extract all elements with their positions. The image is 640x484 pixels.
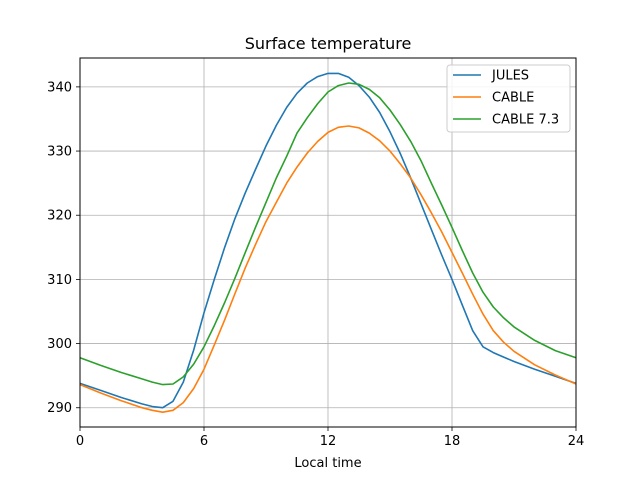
x-tick-label: 12 [320,434,337,449]
x-tick-label: 24 [568,434,585,449]
x-tick-label: 6 [200,434,208,449]
y-tick-label: 320 [47,209,72,224]
series-line-cable [79,125,577,413]
legend-label-cable: CABLE [492,91,534,106]
y-tick-label: 290 [47,401,72,416]
x-axis-label: Local time [294,456,361,471]
x-tick-label: 0 [76,434,84,449]
chart-title: Surface temperature [245,34,412,53]
series-layer [79,72,577,413]
series-line-cable-7-3 [79,82,577,386]
legend-box [446,64,571,133]
y-tick-label: 300 [47,337,72,352]
x-tick-label: 18 [444,434,461,449]
y-axis: 290 300 310 320 330 340 [47,80,80,416]
x-axis: 0 6 12 18 24 [76,427,584,449]
legend-label-cable-7-3: CABLE 7.3 [492,113,559,128]
legend: JULES CABLE CABLE 7.3 [446,64,571,133]
series-line-jules [79,72,577,409]
y-tick-label: 340 [47,80,72,95]
y-tick-label: 330 [47,145,72,160]
y-tick-label: 310 [47,273,72,288]
legend-label-jules: JULES [491,69,529,84]
